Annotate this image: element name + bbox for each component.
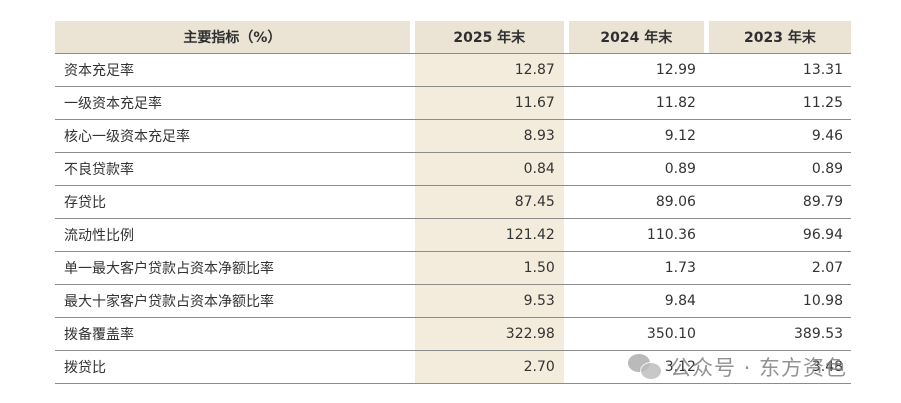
table-row: 不良贷款率 0.84 0.89 0.89	[55, 153, 851, 186]
wechat-icon	[628, 352, 662, 382]
table-row: 单一最大客户贷款占资本净额比率 1.50 1.73 2.07	[55, 252, 851, 285]
header-2023: 2023 年末	[708, 21, 851, 53]
value-2025: 0.84	[414, 153, 564, 185]
value-2024: 350.10	[646, 326, 696, 342]
table-row: 资本充足率 12.87 12.99 13.31	[55, 54, 851, 87]
value-2024: 110.36	[646, 227, 696, 243]
value-2024: 11.82	[655, 95, 696, 111]
table-body: 资本充足率 12.87 12.99 13.31 一级资本充足率 11.67 11.82 11.…	[55, 54, 851, 384]
value-2024: 3.12	[664, 359, 696, 375]
table-row: 流动性比例 121.42 110.36 96.94	[55, 219, 851, 252]
value-2024: 12.99	[655, 62, 696, 78]
header-2025: 2025 年末	[414, 21, 564, 53]
value-2024: 9.84	[664, 293, 696, 309]
value-2023: 89.79	[802, 194, 844, 210]
table-row: 最大十家客户贷款占资本净额比率 9.53 9.84 10.98	[55, 285, 851, 318]
value-2025: 87.45	[414, 186, 564, 218]
table-row: 一级资本充足率 11.67 11.82 11.25	[55, 87, 851, 120]
table-row: 核心一级资本充足率 8.93 9.12 9.46	[55, 120, 851, 153]
row-label: 拨贷比	[64, 360, 106, 376]
value-2023: 389.53	[794, 326, 844, 342]
value-2024: 9.12	[664, 128, 696, 144]
header-indicator: 主要指标（%）	[55, 21, 410, 53]
row-label: 最大十家客户贷款占资本净额比率	[64, 294, 274, 310]
value-2023: 2.07	[811, 260, 844, 276]
value-2025: 12.87	[414, 54, 564, 86]
value-2024: 89.06	[655, 194, 696, 210]
header-2024: 2024 年末	[568, 21, 704, 53]
value-2023: 9.46	[811, 128, 844, 144]
value-2023: 96.94	[802, 227, 844, 243]
value-2023: 3.48	[811, 359, 844, 375]
indicator-table: 主要指标（%） 2025 年末 2024 年末 2023 年末 资本充足率 12.…	[55, 21, 851, 384]
row-label: 流动性比例	[64, 228, 134, 244]
row-label: 一级资本充足率	[64, 96, 162, 112]
row-label: 拨备覆盖率	[64, 327, 134, 343]
value-2025: 8.93	[414, 120, 564, 152]
row-label: 核心一级资本充足率	[64, 129, 190, 145]
row-label: 单一最大客户贷款占资本净额比率	[64, 261, 274, 277]
row-label: 不良贷款率	[64, 162, 134, 178]
value-2025: 1.50	[414, 252, 564, 284]
value-2025: 322.98	[414, 318, 564, 350]
row-label: 存贷比	[64, 195, 106, 211]
table-row: 拨备覆盖率 322.98 350.10 389.53	[55, 318, 851, 351]
value-2023: 10.98	[802, 293, 844, 309]
value-2025: 2.70	[414, 351, 564, 383]
value-2025: 121.42	[414, 219, 564, 251]
value-2025: 11.67	[414, 87, 564, 119]
table-row: 拨贷比 2.70 3.12 3.48	[55, 351, 851, 384]
value-2024: 1.73	[664, 260, 696, 276]
row-label: 资本充足率	[64, 63, 134, 79]
value-2023: 0.89	[811, 161, 844, 177]
watermark: 公众号 · 东方资色	[628, 350, 847, 384]
value-2023: 13.31	[802, 62, 844, 78]
table-row: 存贷比 87.45 89.06 89.79	[55, 186, 851, 219]
value-2023: 11.25	[802, 95, 844, 111]
value-2024: 0.89	[664, 161, 696, 177]
value-2025: 9.53	[414, 285, 564, 317]
watermark-text: 公众号 · 东方资色	[670, 356, 848, 380]
table-header-row: 主要指标（%） 2025 年末 2024 年末 2023 年末	[55, 21, 851, 54]
